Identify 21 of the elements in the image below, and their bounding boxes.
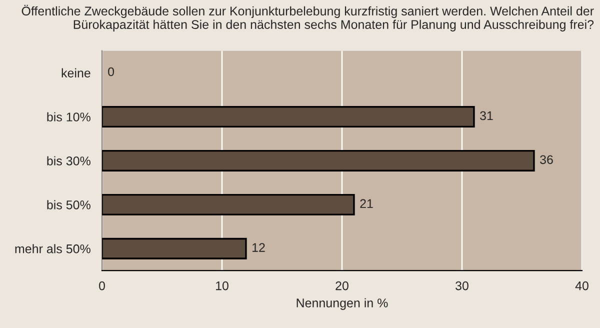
data-label: 0	[108, 67, 114, 76]
bar	[102, 150, 535, 172]
x-tick-label: 0	[99, 281, 105, 290]
data-label: 31	[480, 111, 493, 120]
x-tick-label: 40	[575, 281, 588, 290]
y-tick-label: bis 10%	[47, 112, 90, 122]
bar	[102, 194, 355, 216]
x-axis-title: Nennungen in %	[296, 298, 388, 310]
data-label: 12	[252, 243, 265, 252]
x-tick-label: 10	[216, 281, 228, 290]
x-tick-label: 20	[336, 281, 348, 290]
y-tick-label: bis 50%	[47, 200, 90, 210]
chart-title: Öffentliche Zweckgebäude sollen zur Konjunkturbelebung kurzfristig saniert werden. Welchen Anteil der Bürokapazität hätten Sie in den nächsten sechs Monaten für Planung und Ausschreibung frei?	[22, 4, 594, 32]
data-label: 36	[540, 155, 553, 164]
bar	[102, 106, 475, 128]
y-tick-label: mehr als 50%	[15, 244, 90, 254]
bar	[102, 238, 247, 260]
x-tick-label: 30	[456, 281, 468, 290]
data-label: 21	[360, 199, 373, 208]
y-tick-label: bis 30%	[47, 156, 90, 166]
y-tick-label: keine	[62, 68, 90, 78]
